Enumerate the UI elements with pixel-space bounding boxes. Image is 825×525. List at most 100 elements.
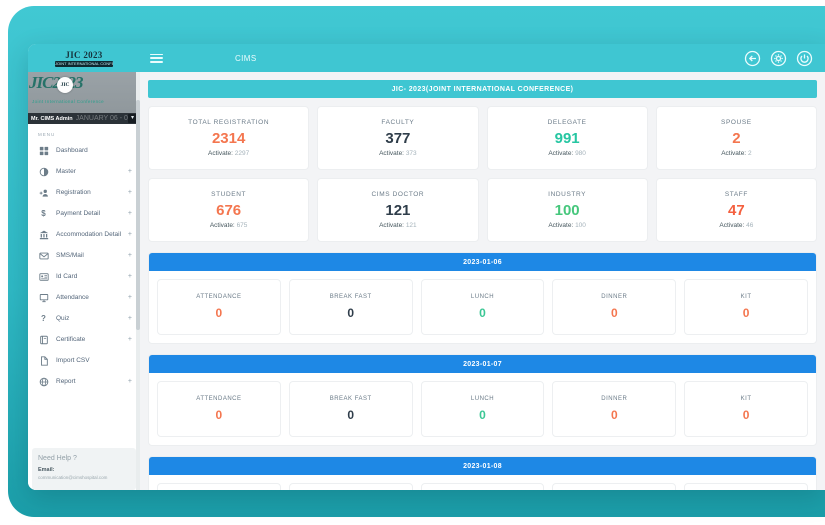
sidebar-item-label: Payment Detail <box>56 210 101 217</box>
stat-card-cims-doctor: CIMS DOCTOR 121 Activate: 121 <box>317 178 479 242</box>
stat-label: TOTAL REGISTRATION <box>188 119 270 126</box>
sidebar-item-label: Quiz <box>56 315 70 322</box>
stat-card-faculty: FACULTY 377 Activate: 373 <box>317 106 479 170</box>
stat-activate: Activate: 46 <box>719 222 754 229</box>
meal-card-dinner: DINNER 0 <box>552 279 677 335</box>
expand-plus[interactable]: + <box>127 378 132 385</box>
stat-activate: Activate: 2 <box>721 150 752 157</box>
user-name: Mr. CIMS Admin <box>31 115 73 122</box>
stat-label: STUDENT <box>211 191 247 198</box>
stat-activate: Activate: 980 <box>548 150 586 157</box>
stat-activate: Activate: 373 <box>379 150 417 157</box>
sidebar-item-label: SMS/Mail <box>56 252 84 259</box>
sidebar-item-attendance[interactable]: Attendance + <box>28 287 140 308</box>
stat-activate: Activate: 675 <box>209 222 248 229</box>
conference-banner: JIC- 2023(JOINT INTERNATIONAL CONFERENCE… <box>148 80 817 98</box>
jic-badge: JIC <box>57 77 73 93</box>
banner-dates: JANUARY 06 - 08 <box>75 115 128 122</box>
meal-card-kit: KIT 0 <box>684 381 808 437</box>
stat-value: 100 <box>554 202 580 219</box>
help-email-label: Email: <box>38 467 55 473</box>
user-dropdown[interactable]: Mr. CIMS Admin JANUARY 06 - 08 ▾ <box>28 113 140 124</box>
sidebar-item-report[interactable]: Report + <box>28 371 140 392</box>
expand-plus[interactable]: + <box>127 189 132 196</box>
file-icon <box>38 355 49 366</box>
stat-value: 121 <box>385 202 411 219</box>
help-email[interactable]: communication@cimshospital.com <box>38 475 108 480</box>
sidebar-item-payment-detail[interactable]: $ Payment Detail + <box>28 203 140 224</box>
brand-logo[interactable]: JIC 2023 JOINT INTERNATIONAL CONFERENCE <box>28 44 140 72</box>
sidebar-item-dashboard[interactable]: Dashboard <box>28 140 140 161</box>
question-mark-icon: ? <box>41 313 46 323</box>
stat-value: 47 <box>728 202 745 219</box>
sidebar-item-label: Registration <box>56 189 91 196</box>
meal-card-dinner: DINNER 0 <box>552 483 677 490</box>
stat-value: 991 <box>554 130 580 147</box>
power-logout-icon[interactable] <box>796 50 813 67</box>
expand-plus[interactable]: + <box>127 168 132 175</box>
profile-banner: JIC2023 JIC Joint International Conferen… <box>28 72 140 124</box>
sidebar-item-registration[interactable]: Registration + <box>28 182 140 203</box>
sidebar-item-master[interactable]: Master + <box>28 161 140 182</box>
meal-card-lunch: LUNCH 0 <box>420 381 545 437</box>
date-header: 2023-01-06 <box>149 253 816 271</box>
expand-plus[interactable]: + <box>127 252 132 259</box>
hamburger-menu-icon[interactable] <box>150 53 163 63</box>
sidebar-item-accommodation-detail[interactable]: Accommodation Detail + <box>28 224 140 245</box>
id-card-icon <box>38 272 49 282</box>
meal-card-dinner: DINNER 0 <box>552 381 677 437</box>
sidebar-item-id-card[interactable]: Id Card + <box>28 266 140 287</box>
stat-card-total-registration: TOTAL REGISTRATION 2314 Activate: 2297 <box>148 106 310 170</box>
sidebar-item-label: Master <box>56 168 76 175</box>
meal-card-attendance: ATTENDANCE 0 <box>157 483 281 490</box>
sidebar-item-import-csv[interactable]: Import CSV <box>28 350 140 371</box>
stat-card-spouse: SPOUSE 2 Activate: 2 <box>655 106 817 170</box>
banner-logo-text: JIC2023 <box>29 73 83 92</box>
banner-subtitle: Joint International Conference <box>32 99 105 104</box>
main-content: JIC- 2023(JOINT INTERNATIONAL CONFERENCE… <box>140 72 825 490</box>
date-header: 2023-01-08 <box>149 457 816 475</box>
stat-value: 2314 <box>211 130 246 147</box>
chevron-down-icon[interactable]: ▾ <box>128 114 137 123</box>
date-header: 2023-01-07 <box>149 355 816 373</box>
stat-label: SPOUSE <box>721 119 752 126</box>
person-add-icon <box>38 188 49 198</box>
sidebar-item-sms-mail[interactable]: SMS/Mail + <box>28 245 140 266</box>
expand-plus[interactable]: + <box>127 294 132 301</box>
sidebar-scrollbar[interactable] <box>136 72 140 490</box>
meal-card-lunch: LUNCH 0 <box>420 483 545 490</box>
scrollbar-thumb[interactable] <box>136 100 140 330</box>
globe-icon <box>38 377 49 387</box>
stat-value: 2 <box>732 130 741 147</box>
day-section-2023-01-08: 2023-01-08 ATTENDANCE 0 BREAK FAST 0 LUN… <box>148 456 817 490</box>
expand-plus[interactable]: + <box>127 315 132 322</box>
sidebar-item-label: Report <box>56 378 76 385</box>
envelope-icon <box>38 251 49 261</box>
menu-section-label: MENU <box>38 132 56 137</box>
expand-plus[interactable]: + <box>127 273 132 280</box>
sidebar-item-label: Certificate <box>56 336 86 343</box>
stat-label: CIMS DOCTOR <box>371 191 425 198</box>
meal-card-kit: KIT 0 <box>684 279 808 335</box>
sidebar-item-label: Accommodation Detail <box>56 231 122 238</box>
settings-gear-icon[interactable] <box>770 50 787 67</box>
meal-card-lunch: LUNCH 0 <box>420 279 545 335</box>
expand-plus[interactable]: + <box>127 210 132 217</box>
stat-label: DELEGATE <box>547 119 587 126</box>
sidebar-item-quiz[interactable]: ? Quiz + <box>28 308 140 329</box>
header-actions <box>744 50 813 67</box>
stat-value: 377 <box>385 130 411 147</box>
back-arrow-icon[interactable] <box>744 50 761 67</box>
expand-plus[interactable]: + <box>127 336 132 343</box>
expand-plus[interactable]: + <box>127 231 132 238</box>
day-section-2023-01-06: 2023-01-06 ATTENDANCE 0 BREAK FAST 0 LUN… <box>148 252 817 344</box>
sidebar-item-label: Import CSV <box>56 357 90 364</box>
meal-card-breakfast: BREAK FAST 0 <box>288 279 413 335</box>
app-window: JIC 2023 JOINT INTERNATIONAL CONFERENCE … <box>28 44 825 490</box>
half-circle-icon <box>38 167 49 177</box>
monitor-icon <box>38 293 49 303</box>
stat-label: STAFF <box>724 191 748 198</box>
sidebar-item-certificate[interactable]: Certificate + <box>28 329 140 350</box>
stat-card-delegate: DELEGATE 991 Activate: 980 <box>486 106 648 170</box>
sidebar-item-label: Id Card <box>56 273 78 280</box>
